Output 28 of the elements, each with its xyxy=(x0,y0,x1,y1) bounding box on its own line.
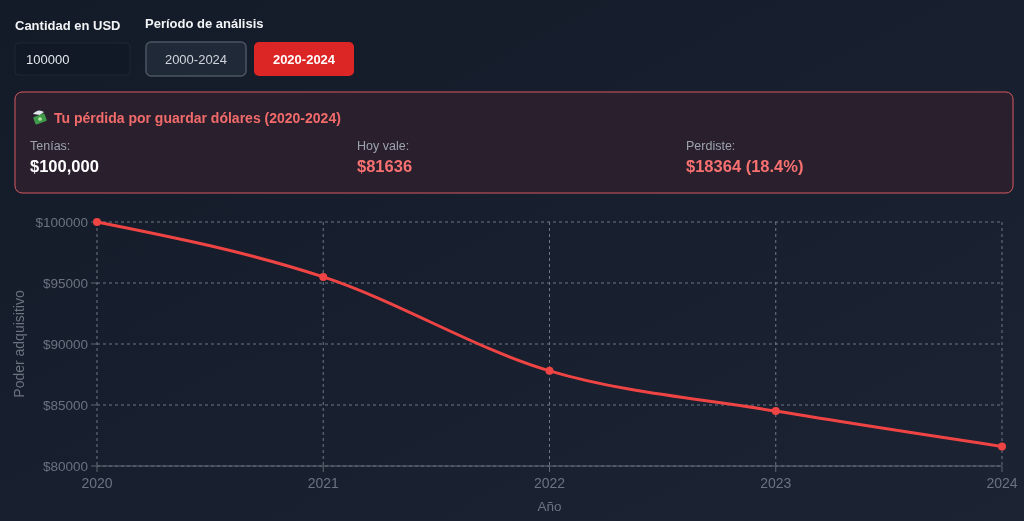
text: Tenías: xyxy=(30,139,71,153)
point xyxy=(771,407,780,416)
y-tick-label: $95000 xyxy=(42,275,88,291)
point xyxy=(545,366,554,375)
y-tick-label: $85000 xyxy=(42,397,88,413)
x-axis-title: Año xyxy=(537,499,562,514)
text: $81636 xyxy=(357,157,413,175)
amount-input-field: 100000 xyxy=(14,42,131,76)
y-tick-label: $90000 xyxy=(42,336,88,352)
text: Cantidad en USD xyxy=(15,18,121,33)
text: Perdiste: xyxy=(686,139,736,153)
y-tick-label: $80000 xyxy=(42,458,88,474)
point xyxy=(319,272,328,281)
x-tick-label: 2023 xyxy=(760,475,792,491)
y-tick-label: $100000 xyxy=(35,214,88,230)
text: Hoy vale: xyxy=(357,139,410,153)
x-tick-label: 2022 xyxy=(533,475,566,491)
x-tick-label: 2020 xyxy=(81,475,113,491)
text: Período de análisis xyxy=(145,16,264,31)
text: $100,000 xyxy=(30,157,99,175)
x-tick-label: 2021 xyxy=(307,475,340,491)
period-button: 2020-2024 xyxy=(254,42,354,76)
text: $18364 (18.4%) xyxy=(686,157,804,175)
period-button: 2000-2024 xyxy=(145,41,247,77)
x-tick-label: 2024 xyxy=(986,475,1018,491)
y-axis-title: Poder adquisitivo xyxy=(10,290,27,398)
text: Tu pérdida por guardar dólares (2020-2024) xyxy=(54,110,341,126)
point xyxy=(998,442,1006,451)
